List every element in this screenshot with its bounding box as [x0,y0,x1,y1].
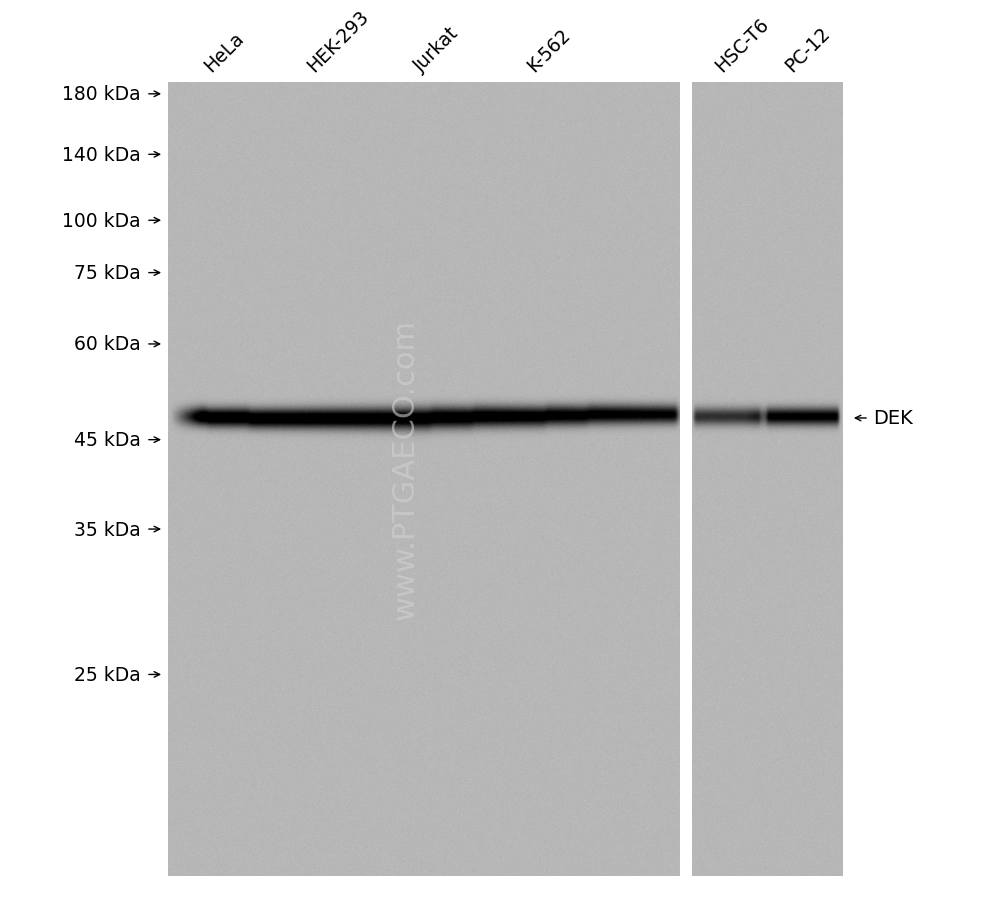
Text: DEK: DEK [873,409,913,428]
Text: 100 kDa: 100 kDa [62,211,141,231]
Text: 25 kDa: 25 kDa [74,665,141,685]
Text: HEK-293: HEK-293 [303,7,372,76]
Text: 35 kDa: 35 kDa [74,520,141,539]
Text: Jurkat: Jurkat [411,23,463,76]
Text: 140 kDa: 140 kDa [62,145,141,165]
Text: HeLa: HeLa [201,29,248,76]
Text: PC-12: PC-12 [781,23,833,76]
Text: 180 kDa: 180 kDa [62,85,141,105]
Text: K-562: K-562 [523,25,574,76]
Text: HSC-T6: HSC-T6 [712,14,773,76]
Text: www.PTGAECO.com: www.PTGAECO.com [390,318,420,620]
Text: 60 kDa: 60 kDa [74,335,141,354]
Text: 75 kDa: 75 kDa [74,263,141,283]
Text: 45 kDa: 45 kDa [74,430,141,450]
